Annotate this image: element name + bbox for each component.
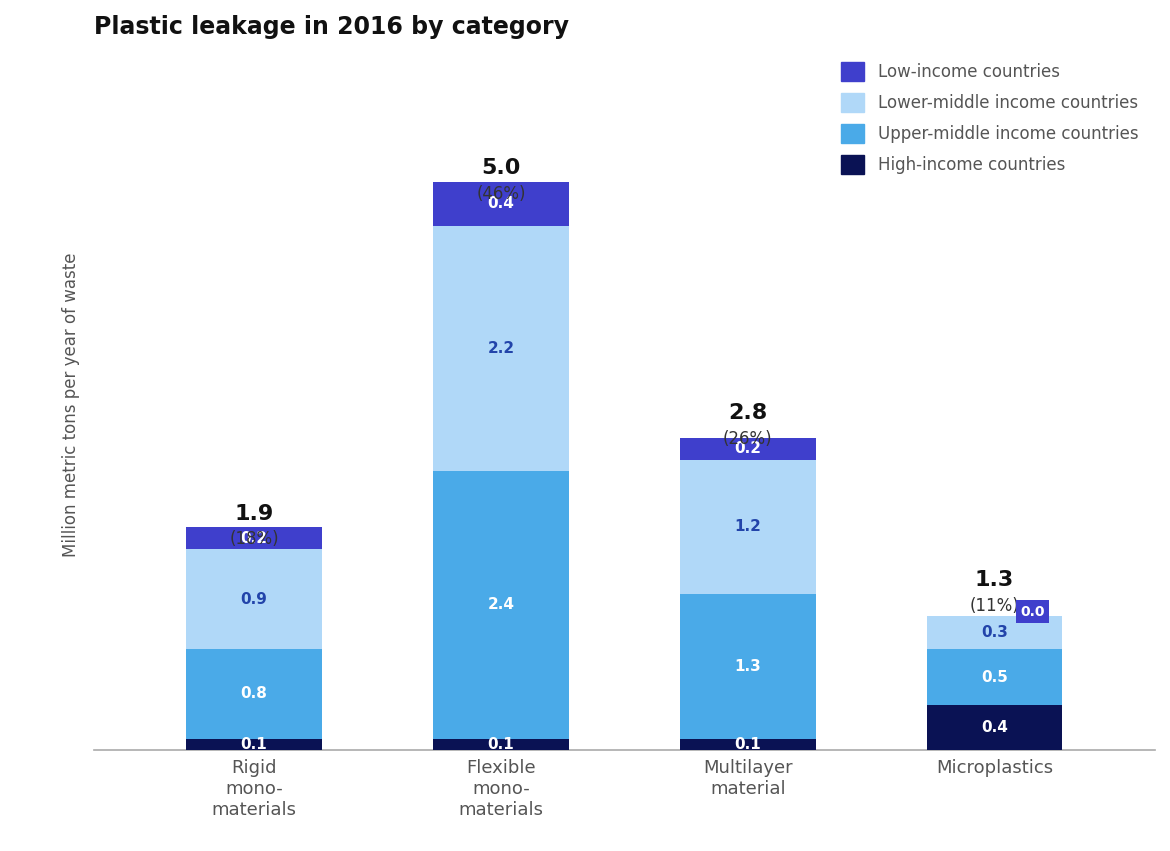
Text: 0.2: 0.2	[735, 442, 762, 456]
Bar	[433, 181, 569, 226]
Text: 0.0: 0.0	[1020, 604, 1045, 619]
Y-axis label: Million metric tons per year of waste: Million metric tons per year of waste	[62, 252, 80, 557]
Bar	[680, 460, 815, 594]
Text: 1.3: 1.3	[975, 570, 1014, 591]
Text: 2.4: 2.4	[488, 597, 515, 613]
Text: Plastic leakage in 2016 by category: Plastic leakage in 2016 by category	[94, 15, 569, 39]
Text: 5.0: 5.0	[481, 158, 521, 178]
Text: 2.8: 2.8	[728, 403, 768, 423]
Text: (18%): (18%)	[229, 530, 278, 548]
Text: 1.3: 1.3	[735, 659, 762, 674]
Bar	[186, 549, 322, 649]
Text: 0.4: 0.4	[982, 720, 1009, 735]
Text: (46%): (46%)	[476, 185, 525, 203]
Bar	[927, 649, 1062, 705]
Bar	[927, 705, 1062, 750]
Bar	[927, 616, 1062, 649]
Legend: Low-income countries, Lower-middle income countries, Upper-middle income countri: Low-income countries, Lower-middle incom…	[833, 54, 1147, 182]
Text: 1.9: 1.9	[234, 504, 274, 523]
Text: (26%): (26%)	[723, 430, 772, 448]
Bar	[433, 471, 569, 739]
Bar	[433, 739, 569, 750]
Text: 2.2: 2.2	[488, 341, 515, 356]
Text: 0.8: 0.8	[241, 687, 268, 701]
Text: 0.3: 0.3	[982, 625, 1009, 640]
Bar	[680, 437, 815, 460]
Bar	[186, 527, 322, 549]
Bar	[680, 594, 815, 739]
Bar	[186, 649, 322, 739]
Text: 0.2: 0.2	[241, 530, 268, 545]
Bar	[680, 739, 815, 750]
Text: 0.5: 0.5	[982, 670, 1009, 685]
Text: 1.2: 1.2	[735, 519, 762, 534]
Text: 0.1: 0.1	[735, 737, 762, 751]
Text: 0.4: 0.4	[488, 197, 515, 211]
Bar	[433, 226, 569, 471]
Text: (11%): (11%)	[970, 597, 1019, 615]
Bar	[186, 739, 322, 750]
Text: 0.9: 0.9	[241, 591, 268, 607]
Text: 0.1: 0.1	[488, 737, 515, 751]
Text: 0.1: 0.1	[241, 737, 268, 751]
